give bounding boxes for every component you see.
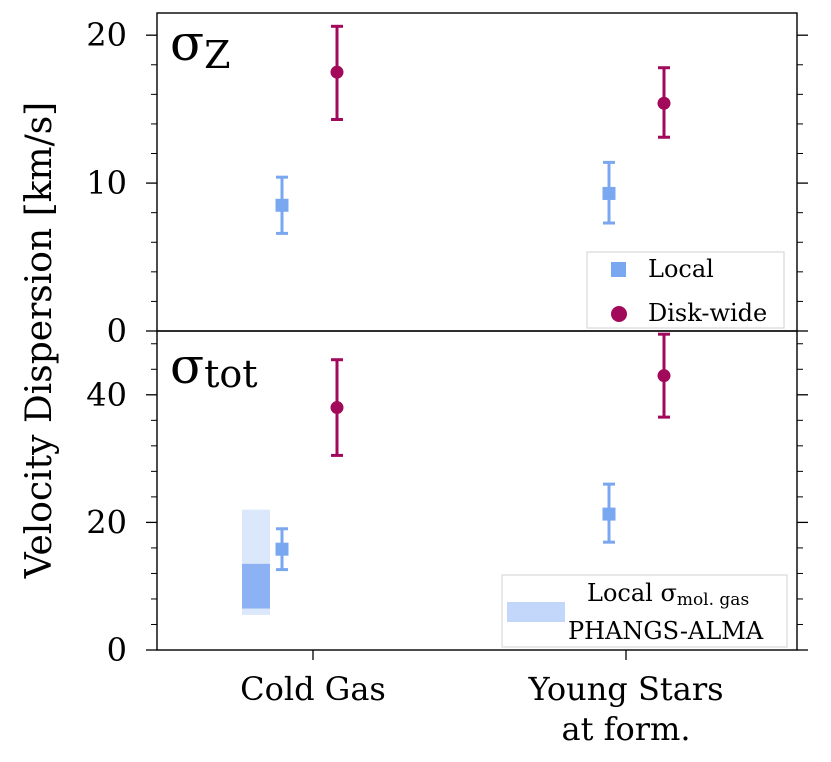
legend-local-label: Local — [648, 255, 714, 283]
x-tick-label-at-form: at form. — [561, 710, 690, 748]
legend-local-marker — [611, 262, 626, 277]
phangs-band-inner — [242, 563, 270, 609]
y-tick-label: 40 — [86, 376, 127, 414]
legend-phangs-band — [507, 602, 565, 622]
legend-disk-wide-label: Disk-wide — [648, 299, 767, 327]
legend-disk-wide-marker — [611, 306, 627, 322]
disk-wide-point — [657, 369, 671, 383]
local-point — [275, 542, 289, 556]
top-legend: Local Disk-wide — [586, 251, 785, 329]
legend-phangs-line2: PHANGS-ALMA — [568, 617, 764, 645]
x-tick-label-cold-gas: Cold Gas — [240, 670, 386, 708]
disk-wide-point — [657, 96, 671, 110]
disk-wide-point — [330, 401, 344, 415]
local-point — [275, 198, 289, 212]
bottom-legend: Local σmol. gas PHANGS-ALMA — [501, 574, 788, 648]
local-point — [602, 186, 616, 200]
bottom-panel-label: σtot — [170, 337, 258, 396]
bottom-panel-label-sub: tot — [204, 352, 257, 396]
x-tick-label-young-stars: Young Stars — [527, 670, 723, 708]
y-tick-label: 20 — [86, 16, 127, 54]
top-panel-label: σZ — [170, 14, 231, 77]
legend-phangs-line1: Local σmol. gas — [587, 579, 749, 610]
top-panel-label-sub: Z — [204, 33, 230, 77]
y-axis-label: Velocity Dispersion [km/s] — [19, 102, 60, 579]
disk-wide-point — [330, 65, 344, 79]
y-tick-label: 0 — [107, 312, 127, 350]
local-point — [602, 507, 616, 521]
bottom-panel-frame — [156, 330, 798, 651]
y-tick-label: 20 — [86, 503, 127, 541]
y-tick-label: 10 — [86, 164, 127, 202]
y-tick-label: 0 — [107, 631, 127, 669]
